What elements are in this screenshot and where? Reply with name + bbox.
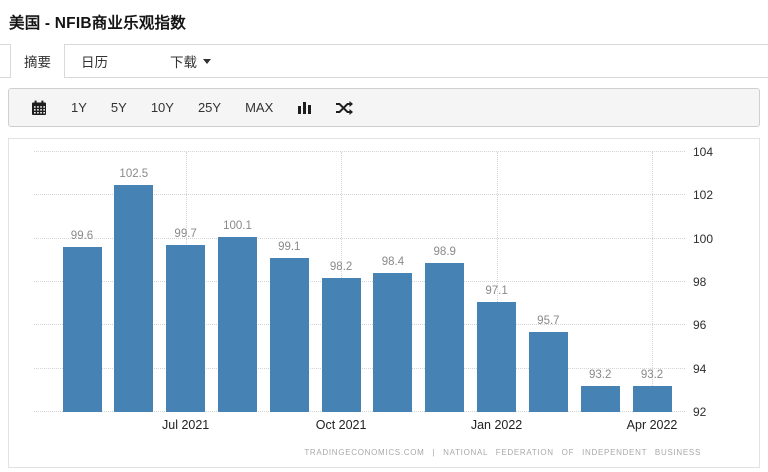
y-axis-tick-label: 94 bbox=[693, 361, 707, 376]
range-5y-button[interactable]: 5Y bbox=[101, 94, 137, 121]
page-header: 美国 - NFIB商业乐观指数 bbox=[0, 0, 768, 44]
h-gridline bbox=[34, 194, 685, 196]
bar[interactable] bbox=[580, 386, 620, 412]
compare-shuffle-icon[interactable] bbox=[326, 95, 363, 121]
x-axis-tick-label: Oct 2021 bbox=[315, 418, 367, 432]
h-gridline bbox=[34, 151, 685, 152]
v-gridline bbox=[652, 152, 654, 412]
x-axis-tick-label: Apr 2022 bbox=[626, 418, 678, 432]
bar[interactable] bbox=[425, 262, 465, 412]
chart-attribution: TRADINGECONOMICS.COM | NATIONAL FEDERATI… bbox=[304, 448, 701, 457]
bar[interactable] bbox=[114, 184, 154, 412]
x-axis-tick-label: Jan 2022 bbox=[470, 418, 523, 432]
bar-value-label: 102.5 bbox=[119, 167, 149, 180]
bar-value-label: 98.4 bbox=[381, 256, 405, 269]
tab-bar: 摘要 日历 下载 bbox=[0, 44, 768, 78]
y-axis-tick-label: 92 bbox=[693, 405, 707, 419]
y-axis-tick-label: 100 bbox=[693, 231, 714, 246]
chevron-down-icon bbox=[203, 58, 211, 64]
bar-value-label: 93.2 bbox=[640, 369, 664, 381]
bar-value-label: 99.6 bbox=[70, 230, 94, 243]
bar-value-label: 98.2 bbox=[329, 260, 353, 273]
tab-summary[interactable]: 摘要 bbox=[10, 44, 65, 78]
bar[interactable] bbox=[373, 273, 413, 412]
bar[interactable] bbox=[632, 386, 672, 412]
column-chart-icon[interactable] bbox=[287, 94, 322, 121]
range-25y-button[interactable]: 25Y bbox=[188, 94, 231, 121]
range-max-button[interactable]: MAX bbox=[235, 94, 283, 121]
bar-value-label: 97.1 bbox=[485, 284, 508, 297]
bar-value-label: 99.1 bbox=[278, 241, 301, 254]
y-axis-tick-label: 96 bbox=[693, 318, 707, 333]
bar-value-label: 95.7 bbox=[537, 314, 560, 327]
h-gridline bbox=[34, 237, 685, 239]
bar-value-label: 99.7 bbox=[174, 228, 197, 241]
range-1y-button[interactable]: 1Y bbox=[61, 94, 97, 121]
bar[interactable] bbox=[62, 247, 102, 412]
y-axis-tick-label: 102 bbox=[693, 188, 714, 203]
calendar-icon[interactable] bbox=[21, 94, 57, 122]
range-10y-button[interactable]: 10Y bbox=[141, 94, 184, 121]
y-axis-tick-label: 104 bbox=[693, 145, 714, 159]
x-axis-tick-label: Jul 2021 bbox=[161, 418, 210, 432]
bar[interactable] bbox=[217, 236, 257, 412]
bar[interactable] bbox=[528, 331, 568, 412]
bar[interactable] bbox=[321, 277, 361, 412]
v-gridline bbox=[496, 152, 498, 412]
bar-chart-plot[interactable]: 92 94 96 98 100 102 104 Jul 2021 Oct 2021 Jan 202… bbox=[34, 145, 713, 432]
bar[interactable] bbox=[477, 301, 517, 412]
tab-calendar[interactable]: 日历 bbox=[81, 55, 108, 70]
bar[interactable] bbox=[166, 245, 206, 412]
tab-download[interactable]: 下载 bbox=[154, 44, 227, 78]
chart-toolbar: 1Y 5Y 10Y 25Y MAX bbox=[8, 88, 760, 127]
bar-value-label: 100.1 bbox=[223, 219, 252, 232]
bar[interactable] bbox=[269, 258, 309, 412]
bar-value-label: 93.2 bbox=[588, 369, 612, 381]
tab-download-label: 下载 bbox=[170, 55, 197, 70]
chart-container: 92 94 96 98 100 102 104 Jul 2021 Oct 2021 Jan 202… bbox=[8, 138, 760, 468]
page-title: 美国 - NFIB商业乐观指数 bbox=[9, 15, 186, 32]
y-axis-tick-label: 98 bbox=[693, 275, 707, 289]
bar-value-label: 98.9 bbox=[433, 245, 456, 258]
